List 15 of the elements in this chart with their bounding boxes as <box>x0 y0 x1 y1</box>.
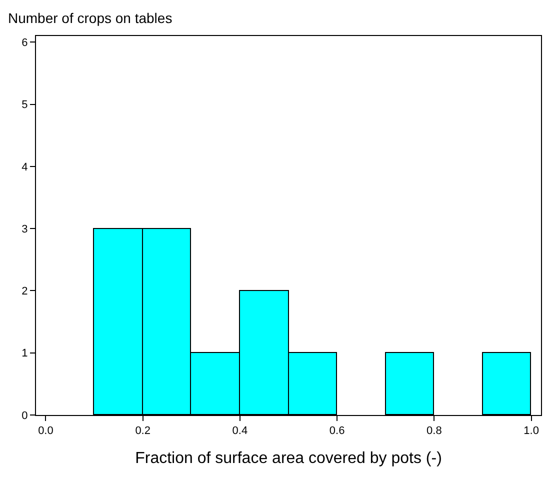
x-tick-label: 0.2 <box>135 425 150 438</box>
y-tick-label: 3 <box>22 223 28 236</box>
y-axis-title: Number of crops on tables <box>8 10 172 26</box>
x-tick-label: 0.4 <box>232 425 248 438</box>
x-tick-label: 0.6 <box>329 425 345 438</box>
y-tick-label: 4 <box>22 161 28 174</box>
y-tick-label: 1 <box>22 348 28 360</box>
y-tick-label: 5 <box>22 99 28 112</box>
y-tick-label: 2 <box>22 286 28 298</box>
y-tick-label: 6 <box>22 37 28 50</box>
x-tick-label: 0.0 <box>38 425 54 438</box>
x-axis-title: Fraction of surface area covered by pots (-) <box>135 450 442 467</box>
y-tick-label: 0 <box>22 410 28 422</box>
x-tick-label: 0.8 <box>426 425 442 438</box>
x-tick-label: 1.0 <box>524 425 539 438</box>
